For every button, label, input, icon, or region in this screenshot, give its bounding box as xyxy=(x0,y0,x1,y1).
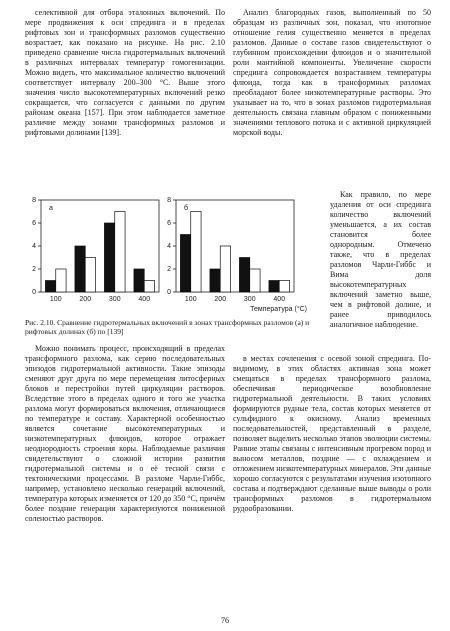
x-tick-label: 100 xyxy=(185,296,197,303)
y-tick-label: 4 xyxy=(32,243,36,250)
bar xyxy=(114,211,126,293)
bar xyxy=(278,280,290,293)
bar xyxy=(209,268,221,293)
y-tick-label: 8 xyxy=(32,197,36,204)
bar xyxy=(74,245,86,293)
y-tick-label: 6 xyxy=(32,220,36,227)
panel-label: а xyxy=(49,205,53,212)
paragraph: Как правило, по мере удаления от оси спр… xyxy=(330,190,431,329)
bar xyxy=(133,268,145,293)
x-tick-label: 200 xyxy=(79,296,91,303)
x-tick-label: 400 xyxy=(138,296,150,303)
x-tick-label: 400 xyxy=(273,296,285,303)
paragraph: в местах сочленения с осевой зоной спред… xyxy=(233,354,431,513)
y-tick-label: 2 xyxy=(32,266,36,273)
panel-label: б xyxy=(184,204,188,212)
y-tick-label: 2 xyxy=(167,266,171,273)
figure: 0 2 4 6 8 а 100 200 300 400 0 2 4 6 8 б 100 200 300 400 Темп… xyxy=(32,197,307,313)
bar xyxy=(104,222,116,293)
y-tick-label: 8 xyxy=(167,197,171,204)
bar xyxy=(190,211,202,293)
y-tick-label: 0 xyxy=(32,289,36,296)
x-tick-label: 100 xyxy=(50,296,62,303)
bar xyxy=(84,257,96,293)
paragraph: селективной для отбора эталонных включен… xyxy=(25,8,225,137)
bar xyxy=(143,280,155,293)
bar xyxy=(219,245,231,293)
figure-caption: Рис. 2.10. Сравнение гидротермальных вкл… xyxy=(25,318,310,336)
bar xyxy=(180,234,192,293)
x-tick-label: 200 xyxy=(214,296,226,303)
paragraph: Анализ благородных газов, выполненный по… xyxy=(233,8,431,137)
bar xyxy=(239,257,251,293)
x-tick-label: 300 xyxy=(244,296,256,303)
paragraph: Можно понимать процесс, происходящий в п… xyxy=(25,344,225,523)
y-tick-label: 0 xyxy=(167,289,171,296)
y-tick-label: 4 xyxy=(167,243,171,250)
bar xyxy=(55,268,67,293)
x-axis-label: Температура (°С) xyxy=(250,305,307,313)
bar xyxy=(268,280,280,293)
bar xyxy=(249,268,261,293)
page-number: 76 xyxy=(221,616,229,625)
y-tick-label: 6 xyxy=(167,220,171,227)
bar xyxy=(45,280,57,293)
x-tick-label: 300 xyxy=(109,296,121,303)
